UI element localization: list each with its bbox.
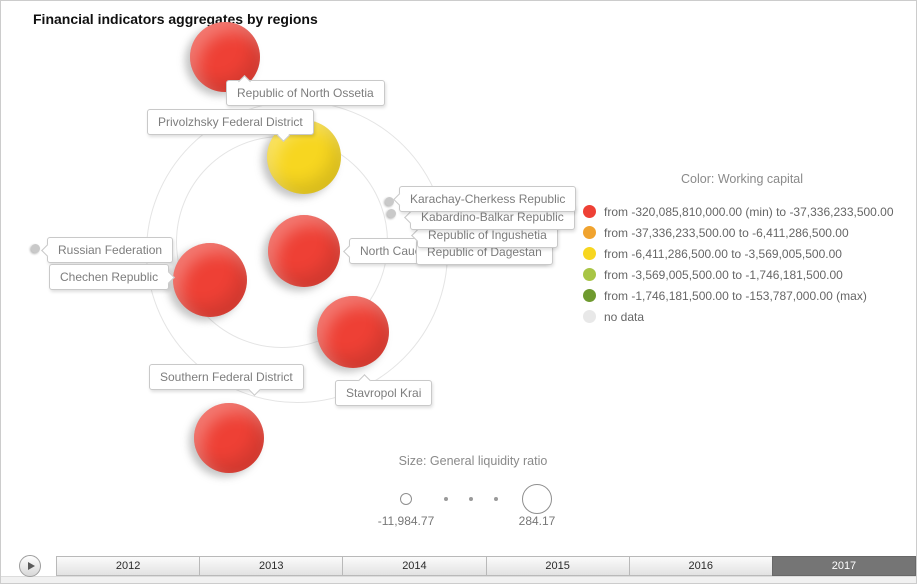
size-legend-title: Size: General liquidity ratio — [398, 454, 548, 468]
node-label-southern-federal-district[interactable]: Southern Federal District — [149, 364, 304, 396]
legend-item-label: from -320,085,810,000.00 (min) to -37,33… — [604, 204, 894, 219]
legend-item-no-data[interactable]: no data — [583, 306, 894, 327]
chart-title: Financial indicators aggregates by regio… — [33, 11, 318, 27]
timeline: 2012 2013 2014 2015 2016 2017 — [56, 556, 916, 576]
mini-node-kabardino-balkar[interactable] — [387, 209, 396, 218]
node-label-text: Republic of Ingushetia — [428, 228, 547, 242]
timeline-rail — [1, 576, 916, 583]
bubble-north-caucasian[interactable] — [268, 215, 340, 287]
node-label-karachay-cherkess-republic[interactable]: Karachay-Cherkess Republic — [393, 186, 577, 212]
timeline-year-2016[interactable]: 2016 — [628, 556, 773, 576]
node-label-text: Kabardino-Balkar Republic — [421, 210, 564, 224]
legend-item-label: from -37,336,233,500.00 to -6,411,286,50… — [604, 225, 849, 240]
size-legend-step-dot — [494, 497, 498, 501]
legend-item-yellow-green[interactable]: from -3,569,005,500.00 to -1,746,181,500… — [583, 264, 894, 285]
legend-swatch-orange — [583, 226, 596, 239]
node-label-chechen-republic[interactable]: Chechen Republic — [49, 264, 175, 290]
timeline-year-2012[interactable]: 2012 — [56, 556, 201, 576]
node-label-russian-federation[interactable]: Russian Federation — [41, 237, 174, 263]
label-pointer — [41, 244, 54, 257]
timeline-year-2014[interactable]: 2014 — [342, 556, 487, 576]
legend-item-green[interactable]: from -1,746,181,500.00 to -153,787,000.0… — [583, 285, 894, 306]
node-label-text: Southern Federal District — [160, 370, 293, 384]
node-label-text: Stavropol Krai — [346, 386, 422, 400]
legend-item-yellow[interactable]: from -6,411,286,500.00 to -3,569,005,500… — [583, 243, 894, 264]
node-label-text: Chechen Republic — [60, 270, 159, 284]
legend-item-red[interactable]: from -320,085,810,000.00 (min) to -37,33… — [583, 201, 894, 222]
mini-node-russian-federation[interactable] — [31, 244, 40, 253]
bubble-stavropol-krai[interactable] — [317, 296, 389, 368]
mini-node-karachay-cherkess[interactable] — [385, 197, 394, 206]
legend-item-label: from -3,569,005,500.00 to -1,746,181,500… — [604, 267, 843, 282]
legend-item-label: from -1,746,181,500.00 to -153,787,000.0… — [604, 288, 867, 303]
legend-swatch-green — [583, 289, 596, 302]
size-legend-max-value: 284.17 — [518, 514, 556, 528]
legend-swatch-yellow-green — [583, 268, 596, 281]
size-legend-step-dot — [444, 497, 448, 501]
legend-item-label: from -6,411,286,500.00 to -3,569,005,500… — [604, 246, 842, 261]
legend-item-orange[interactable]: from -37,336,233,500.00 to -6,411,286,50… — [583, 222, 894, 243]
node-label-privolzhsky-federal-district[interactable]: Privolzhsky Federal District — [147, 109, 314, 135]
size-legend-max-circle — [522, 484, 552, 514]
bubble-southern-federal-district[interactable] — [194, 403, 264, 473]
legend-swatch-red — [583, 205, 596, 218]
timeline-year-2015[interactable]: 2015 — [485, 556, 630, 576]
node-label-republic-of-north-ossetia[interactable]: Republic of North Ossetia — [226, 80, 385, 106]
timeline-year-2017[interactable]: 2017 — [771, 556, 916, 576]
bubble-chechen-republic[interactable] — [173, 243, 247, 317]
node-label-text: Karachay-Cherkess Republic — [410, 192, 566, 206]
node-label-text: Republic of Dagestan — [427, 245, 542, 259]
legend-swatch-yellow — [583, 247, 596, 260]
size-legend-step-dot — [469, 497, 473, 501]
node-label-stavropol-krai[interactable]: Stavropol Krai — [335, 374, 433, 406]
node-label-text: Russian Federation — [58, 243, 163, 257]
timeline-year-2013[interactable]: 2013 — [199, 556, 344, 576]
play-button[interactable] — [19, 555, 41, 577]
size-legend-min-circle — [400, 493, 412, 505]
color-legend: Color: Working capital from -320,085,810… — [583, 172, 894, 327]
size-legend-min-value: -11,984.77 — [377, 514, 435, 528]
legend-item-label: no data — [604, 309, 645, 324]
color-legend-title: Color: Working capital — [681, 172, 804, 186]
play-icon — [27, 562, 35, 570]
node-label-text: North Cauc — [360, 244, 421, 258]
size-legend: Size: General liquidity ratio -11,984.77… — [353, 454, 593, 534]
legend-swatch-no-data — [583, 310, 596, 323]
